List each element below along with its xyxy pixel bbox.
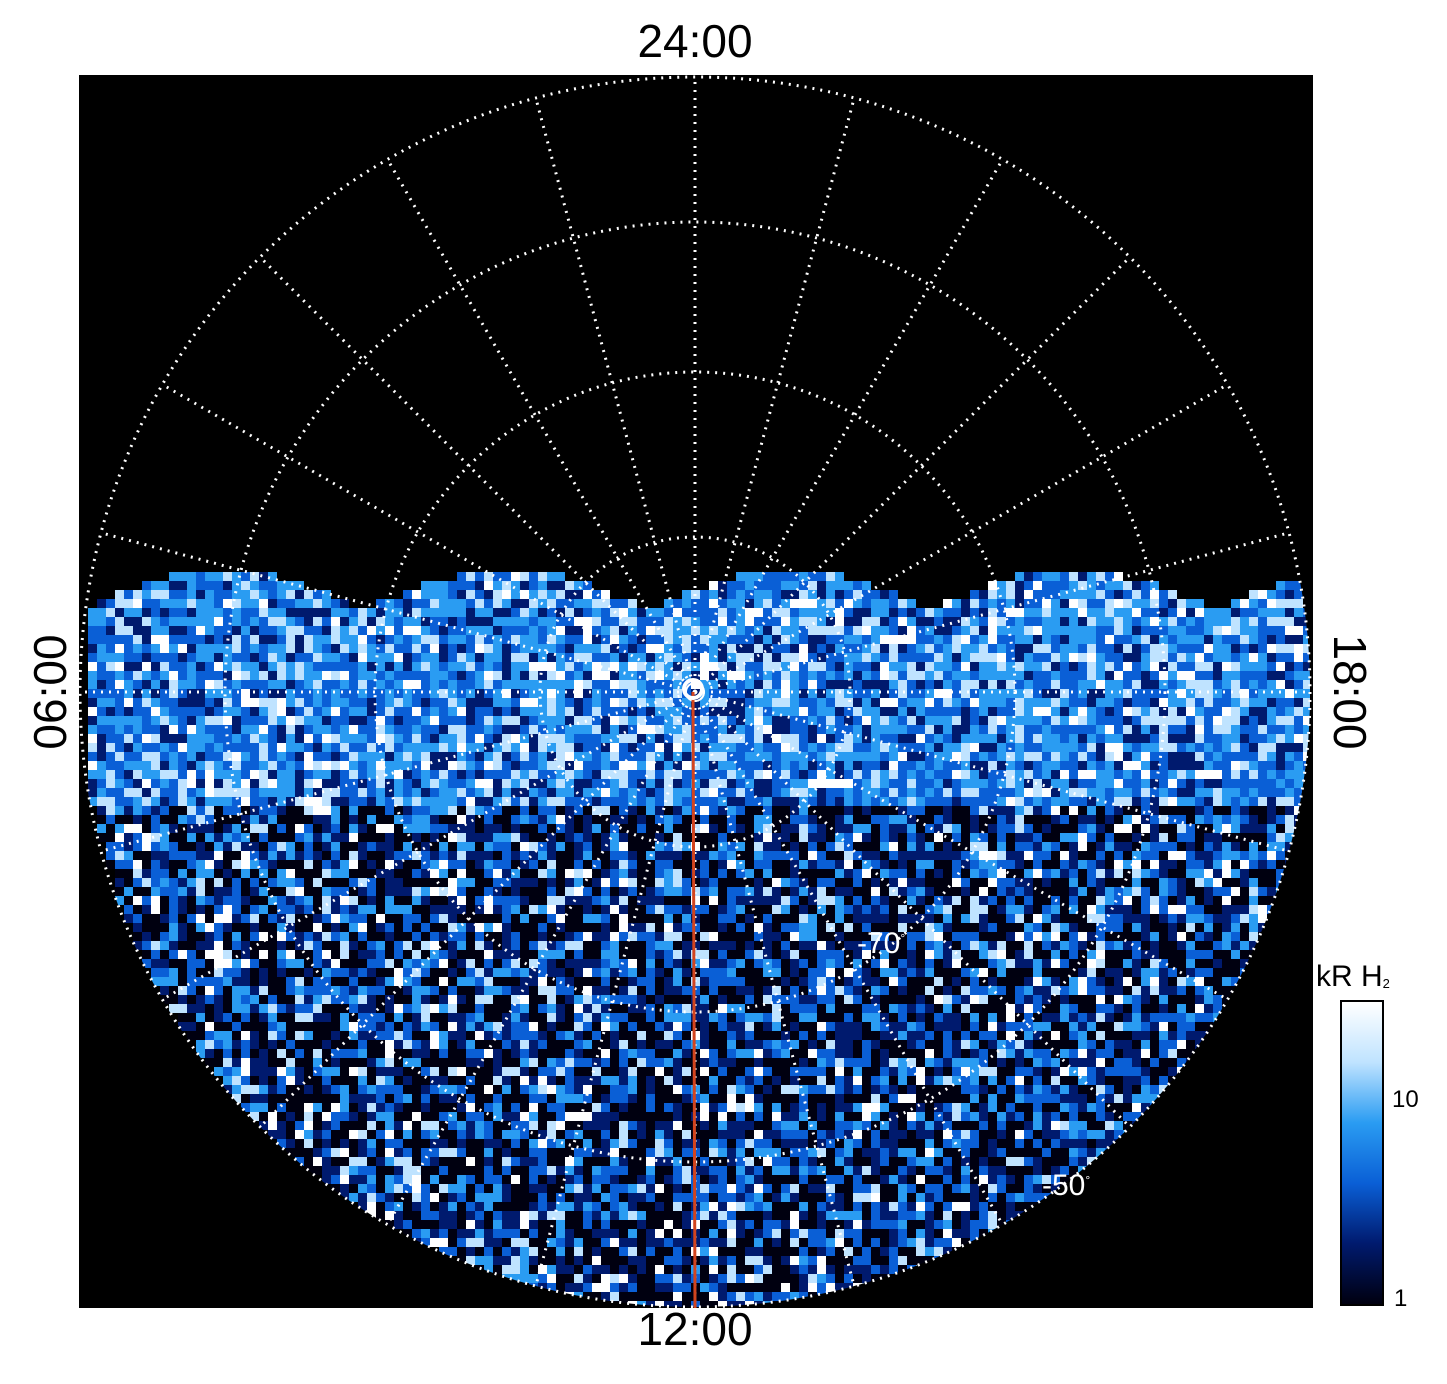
colorbar-tick-10: 10 bbox=[1392, 1086, 1419, 1113]
colorbar-title: kR H2 bbox=[1316, 960, 1390, 993]
latitude-label-50: -50° bbox=[1042, 1169, 1091, 1202]
colorbar bbox=[1340, 1000, 1384, 1306]
pole-marker bbox=[682, 678, 704, 700]
auroral-emission-map bbox=[79, 75, 1312, 1308]
local-time-label-midnight: 24:00 bbox=[637, 15, 753, 67]
polar-grid bbox=[79, 75, 1312, 1308]
local-time-label-dusk: 18:00 bbox=[1324, 634, 1376, 750]
local-time-label-dawn: 06:00 bbox=[24, 634, 76, 750]
noon-meridian-line bbox=[691, 691, 697, 1308]
local-time-label-noon: 12:00 bbox=[637, 1303, 753, 1355]
latitude-label-70: -70° bbox=[857, 927, 906, 960]
colorbar-tick-1: 1 bbox=[1394, 1285, 1408, 1312]
polar-projection-image: -70° -50° bbox=[79, 75, 1313, 1308]
